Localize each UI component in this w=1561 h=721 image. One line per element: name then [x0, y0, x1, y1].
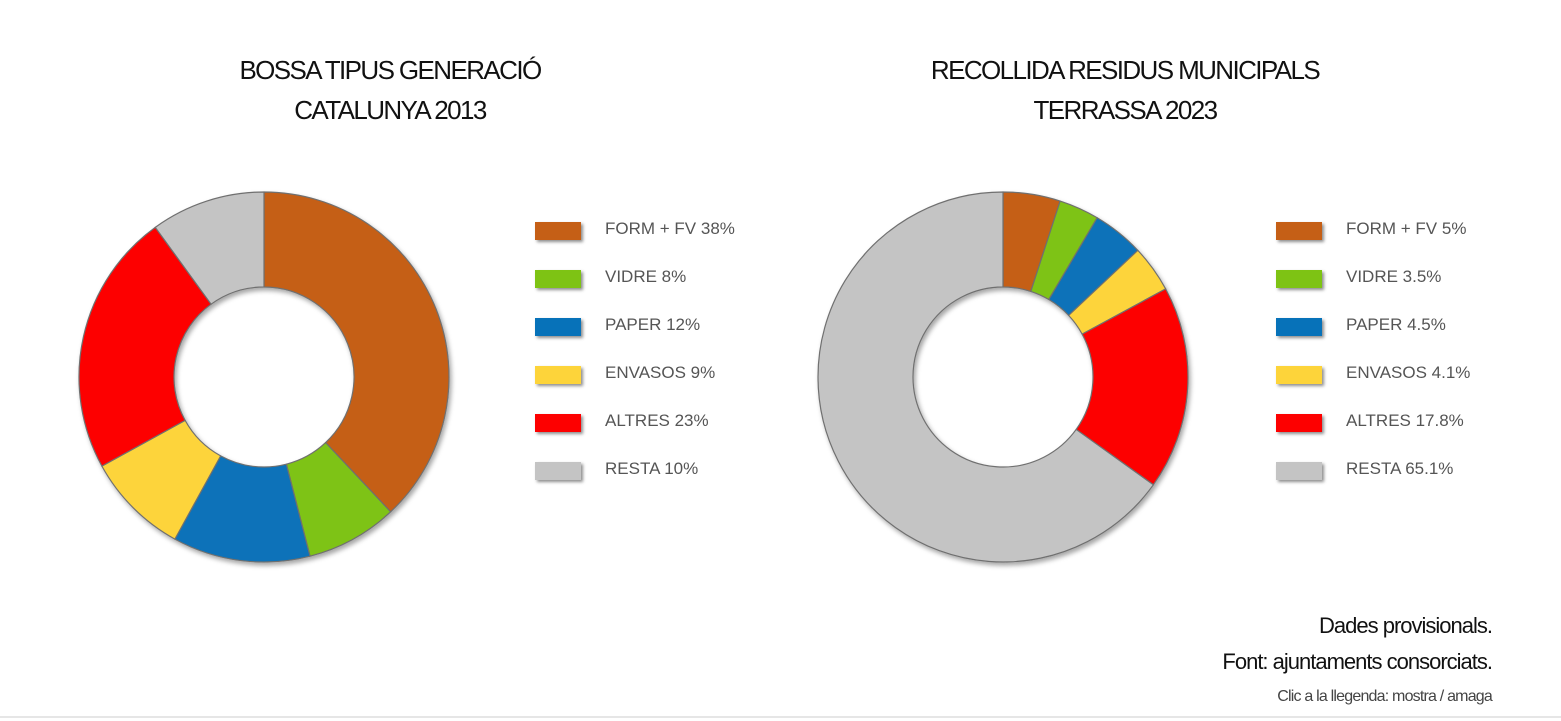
donut-slice-altres[interactable]	[1075, 288, 1189, 486]
legend-label: RESTA 65.1%	[1346, 459, 1454, 478]
legend-label: ALTRES 23%	[605, 411, 709, 430]
chart-subtitle: TERRASSA 2023	[1033, 95, 1219, 125]
bottom-divider	[0, 716, 1561, 718]
legend-swatch	[1276, 270, 1322, 288]
donut-chart-catalunya	[78, 191, 450, 563]
legend-swatch	[1276, 414, 1322, 432]
legend-label: RESTA 10%	[605, 459, 699, 478]
legend-label: ALTRES 17.8%	[1346, 411, 1464, 430]
legend-label: VIDRE 8%	[605, 267, 687, 286]
note-legend-hint: Clic a la llegenda: mostra / amaga	[1277, 688, 1493, 705]
donut-chart-terrassa	[817, 191, 1189, 563]
note-provisional: Dades provisionals.	[1319, 613, 1493, 638]
legend-swatch	[535, 462, 581, 480]
note-source: Font: ajuntaments consorciats.	[1222, 649, 1493, 674]
legend-label: PAPER 12%	[605, 315, 701, 334]
legend-swatch	[1276, 366, 1322, 384]
donut-slice-resta[interactable]	[817, 191, 1154, 563]
chart-title: RECOLLIDA RESIDUS MUNICIPALS	[930, 55, 1321, 85]
legend-swatch	[1276, 318, 1322, 336]
legend-swatch	[535, 270, 581, 288]
legend-swatch	[535, 414, 581, 432]
legend-label: ENVASOS 9%	[605, 363, 716, 382]
legend-swatch	[535, 366, 581, 384]
legend-swatch	[535, 222, 581, 240]
chart-title-terrassa: RECOLLIDA RESIDUS MUNICIPALS TERRASSA 20…	[875, 50, 1375, 130]
legend-swatch	[1276, 222, 1322, 240]
chart-title-catalunya: BOSSA TIPUS GENERACIÓ CATALUNYA 2013	[140, 50, 640, 130]
donut-slice-altres[interactable]	[78, 226, 212, 467]
legend-label: FORM + FV 38%	[605, 219, 735, 238]
chart-title: BOSSA TIPUS GENERACIÓ	[239, 55, 542, 85]
legend-label: ENVASOS 4.1%	[1346, 363, 1471, 382]
legend-label: FORM + FV 5%	[1346, 219, 1467, 238]
donut-slice-form-fv[interactable]	[263, 191, 450, 513]
legend-swatch	[1276, 462, 1322, 480]
chart-subtitle: CATALUNYA 2013	[294, 95, 487, 125]
donut-slice-resta[interactable]	[154, 191, 265, 305]
legend-swatch	[535, 318, 581, 336]
legend-label: VIDRE 3.5%	[1346, 267, 1442, 286]
legend-label: PAPER 4.5%	[1346, 315, 1446, 334]
